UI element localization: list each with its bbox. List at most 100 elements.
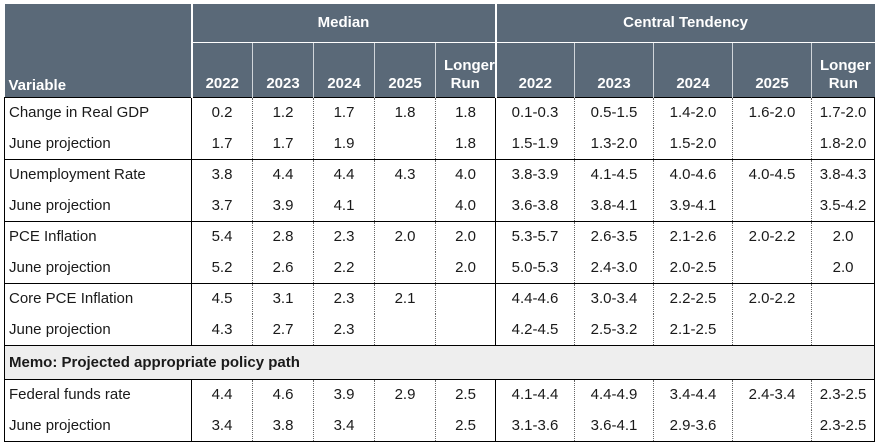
median-cell: 1.7 — [252, 128, 314, 160]
median-cell: 2.7 — [252, 314, 314, 346]
central-tendency-cell: 3.8-4.3 — [811, 158, 875, 190]
median-cell: 3.4 — [191, 410, 253, 442]
central-tendency-cell: 1.4-2.0 — [653, 96, 733, 128]
central-tendency-year-header: 2025 — [732, 42, 812, 97]
economic-projections-table: Median Central Tendency Variable 2022 202… — [3, 4, 875, 442]
central-tendency-cell: 1.7-2.0 — [811, 96, 875, 128]
memo-label: Memo: Projected appropriate policy path — [3, 344, 875, 380]
central-tendency-cell: 0.5-1.5 — [574, 96, 654, 128]
central-tendency-cell: 5.3-5.7 — [495, 220, 575, 252]
median-cell: 2.0 — [374, 220, 436, 252]
median-cell: 5.4 — [191, 220, 253, 252]
median-cell — [374, 128, 436, 160]
median-cell — [434, 314, 496, 346]
median-year-header: 2022 — [191, 42, 253, 97]
table-row: June projection 1.7 1.7 1.9 1.8 1.5-1.9 1.3-2.… — [4, 128, 875, 160]
central-tendency-cell: 4.4-4.9 — [574, 378, 654, 410]
median-header: Median — [191, 4, 497, 43]
central-tendency-cell: 0.1-0.3 — [495, 96, 575, 128]
row-label: June projection — [4, 314, 192, 346]
central-tendency-cell: 3.8-4.1 — [574, 190, 654, 222]
median-cell — [434, 282, 496, 314]
central-tendency-cell: 2.5-3.2 — [574, 314, 654, 346]
median-cell: 4.4 — [191, 378, 253, 410]
central-tendency-cell: 2.0-2.2 — [732, 220, 812, 252]
median-cell: 4.6 — [252, 378, 314, 410]
median-cell: 1.8 — [374, 96, 436, 128]
median-cell: 2.3 — [313, 282, 375, 314]
median-year-header: 2024 — [313, 42, 375, 97]
median-cell: 4.0 — [434, 158, 496, 190]
central-tendency-cell: 2.6-3.5 — [574, 220, 654, 252]
median-cell: 5.2 — [191, 252, 253, 284]
median-cell: 3.9 — [252, 190, 314, 222]
central-tendency-cell: 2.3-2.5 — [811, 378, 875, 410]
central-tendency-cell — [732, 128, 812, 160]
median-cell: 3.9 — [313, 378, 375, 410]
central-tendency-cell: 4.4-4.6 — [495, 282, 575, 314]
median-cell: 2.3 — [313, 220, 375, 252]
table-row: June projection 4.3 2.7 2.3 4.2-4.5 2.5-3.2 2.… — [4, 314, 875, 346]
central-tendency-cell: 2.1-2.5 — [653, 314, 733, 346]
central-tendency-cell: 2.0-2.5 — [653, 252, 733, 284]
central-tendency-header: Central Tendency — [495, 4, 875, 43]
central-tendency-cell: 3.8-3.9 — [495, 158, 575, 190]
central-tendency-cell: 3.5-4.2 — [811, 190, 875, 222]
central-tendency-cell: 3.1-3.6 — [495, 410, 575, 442]
central-tendency-cell: 1.8-2.0 — [811, 128, 875, 160]
central-tendency-cell: 2.1-2.6 — [653, 220, 733, 252]
median-year-header: Longer Run — [434, 42, 497, 97]
row-label: June projection — [4, 252, 192, 284]
table-row: June projection 3.4 3.8 3.4 2.5 3.1-3.6 3.6-4.… — [4, 410, 875, 442]
row-label: June projection — [4, 128, 192, 160]
median-cell: 4.3 — [191, 314, 253, 346]
median-year-header: 2025 — [374, 42, 436, 97]
central-tendency-cell: 3.0-3.4 — [574, 282, 654, 314]
table-row: Core PCE Inflation 4.5 3.1 2.3 2.1 4.4-4.6 3.0… — [4, 282, 875, 314]
central-tendency-cell: 2.4-3.0 — [574, 252, 654, 284]
central-tendency-cell: 5.0-5.3 — [495, 252, 575, 284]
central-tendency-cell: 4.0-4.6 — [653, 158, 733, 190]
table-body: Change in Real GDP 0.2 1.2 1.7 1.8 1.8 0.1-0.3… — [3, 96, 875, 442]
central-tendency-cell: 2.2-2.5 — [653, 282, 733, 314]
median-cell: 4.5 — [191, 282, 253, 314]
median-cell — [374, 190, 436, 222]
median-cell: 2.1 — [374, 282, 436, 314]
median-cell: 4.1 — [313, 190, 375, 222]
median-cell: 1.2 — [252, 96, 314, 128]
central-tendency-year-header: 2024 — [653, 42, 733, 97]
median-cell: 3.8 — [191, 158, 253, 190]
median-cell: 2.0 — [434, 252, 496, 284]
median-cell: 2.9 — [374, 378, 436, 410]
median-cell: 2.5 — [434, 378, 496, 410]
central-tendency-cell: 2.0-2.2 — [732, 282, 812, 314]
central-tendency-cell: 3.9-4.1 — [653, 190, 733, 222]
row-label: June projection — [4, 190, 192, 222]
table-row: June projection 3.7 3.9 4.1 4.0 3.6-3.8 3.8-4.… — [4, 190, 875, 222]
row-label: June projection — [4, 410, 192, 442]
median-cell: 2.6 — [252, 252, 314, 284]
median-cell: 2.8 — [252, 220, 314, 252]
central-tendency-cell: 1.5-1.9 — [495, 128, 575, 160]
median-cell: 3.7 — [191, 190, 253, 222]
median-cell: 3.1 — [252, 282, 314, 314]
table-row: PCE Inflation 5.4 2.8 2.3 2.0 2.0 5.3-5.7 2.6-3… — [4, 220, 875, 252]
median-cell — [374, 314, 436, 346]
central-tendency-cell: 2.3-2.5 — [811, 410, 875, 442]
median-cell: 3.4 — [313, 410, 375, 442]
median-cell: 1.8 — [434, 128, 496, 160]
median-year-header: 2023 — [252, 42, 314, 97]
central-tendency-year-header: Longer Run — [811, 42, 875, 97]
median-cell: 1.7 — [191, 128, 253, 160]
median-cell: 2.3 — [313, 314, 375, 346]
median-cell: 4.4 — [252, 158, 314, 190]
central-tendency-year-header: 2023 — [574, 42, 654, 97]
median-cell: 1.9 — [313, 128, 375, 160]
row-label: Change in Real GDP — [4, 96, 192, 128]
median-cell: 2.5 — [434, 410, 496, 442]
central-tendency-cell: 4.1-4.5 — [574, 158, 654, 190]
table-row: Unemployment Rate 3.8 4.4 4.4 4.3 4.0 3.8-3.9 4… — [4, 158, 875, 190]
table-row: June projection 5.2 2.6 2.2 2.0 5.0-5.3 2.4-3.… — [4, 252, 875, 284]
median-cell: 1.8 — [434, 96, 496, 128]
row-label: Unemployment Rate — [4, 158, 192, 190]
